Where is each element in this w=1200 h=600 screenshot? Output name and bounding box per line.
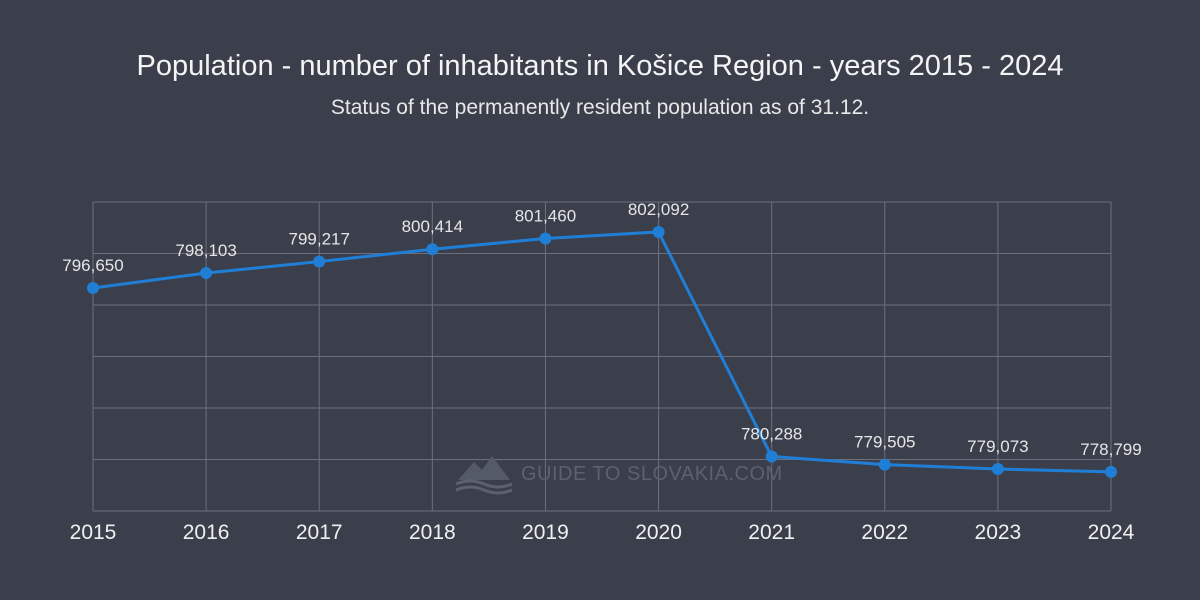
x-tick-label: 2017 <box>296 521 343 544</box>
data-label: 802,092 <box>628 200 689 219</box>
x-tick-label: 2022 <box>861 521 908 544</box>
chart-title: Population - number of inhabitants in Ko… <box>136 50 1064 82</box>
data-point <box>313 255 326 268</box>
data-label: 801,460 <box>515 206 576 225</box>
data-point <box>878 458 891 471</box>
data-label: 799,217 <box>288 230 349 249</box>
data-point <box>87 282 99 295</box>
x-tick-label: 2024 <box>1088 521 1135 544</box>
mountain-logo-icon <box>455 456 513 495</box>
x-tick-label: 2018 <box>409 521 456 544</box>
data-points <box>87 225 1117 478</box>
x-axis-ticks: 2015 2016 2017 2018 2019 2020 2021 2022 2023 2024 <box>70 521 1135 544</box>
x-tick-label: 2016 <box>183 521 230 544</box>
x-tick-label: 2023 <box>975 521 1022 544</box>
data-labels: 796,650 798,103 799,217 800,414 801,460 802,0… <box>62 200 1141 459</box>
series-line <box>92 230 1112 474</box>
data-point <box>765 450 778 463</box>
x-tick-label: 2015 <box>70 521 117 544</box>
data-label: 796,650 <box>62 256 123 275</box>
x-tick-label: 2021 <box>748 521 795 544</box>
series-line-group <box>92 230 1112 474</box>
chart-grid <box>92 201 1112 512</box>
data-point <box>652 225 665 238</box>
data-point <box>539 232 552 245</box>
x-tick-label: 2019 <box>522 521 569 544</box>
data-point <box>991 463 1004 476</box>
data-label: 780,288 <box>741 425 802 444</box>
data-label: 800,414 <box>402 217 463 236</box>
data-point <box>426 243 439 256</box>
data-point <box>200 267 213 280</box>
chart-subtitle: Status of the permanently resident popul… <box>330 96 870 119</box>
x-tick-label: 2020 <box>635 521 682 544</box>
data-point <box>1105 465 1117 478</box>
data-label: 778,799 <box>1080 440 1141 459</box>
watermark-text: GUIDE TO SLOVAKIA.COM <box>521 463 783 485</box>
watermark: GUIDE TO SLOVAKIA.COM <box>455 456 783 495</box>
data-label: 779,505 <box>854 433 915 452</box>
data-label: 798,103 <box>175 241 236 260</box>
data-label: 779,073 <box>967 437 1028 456</box>
